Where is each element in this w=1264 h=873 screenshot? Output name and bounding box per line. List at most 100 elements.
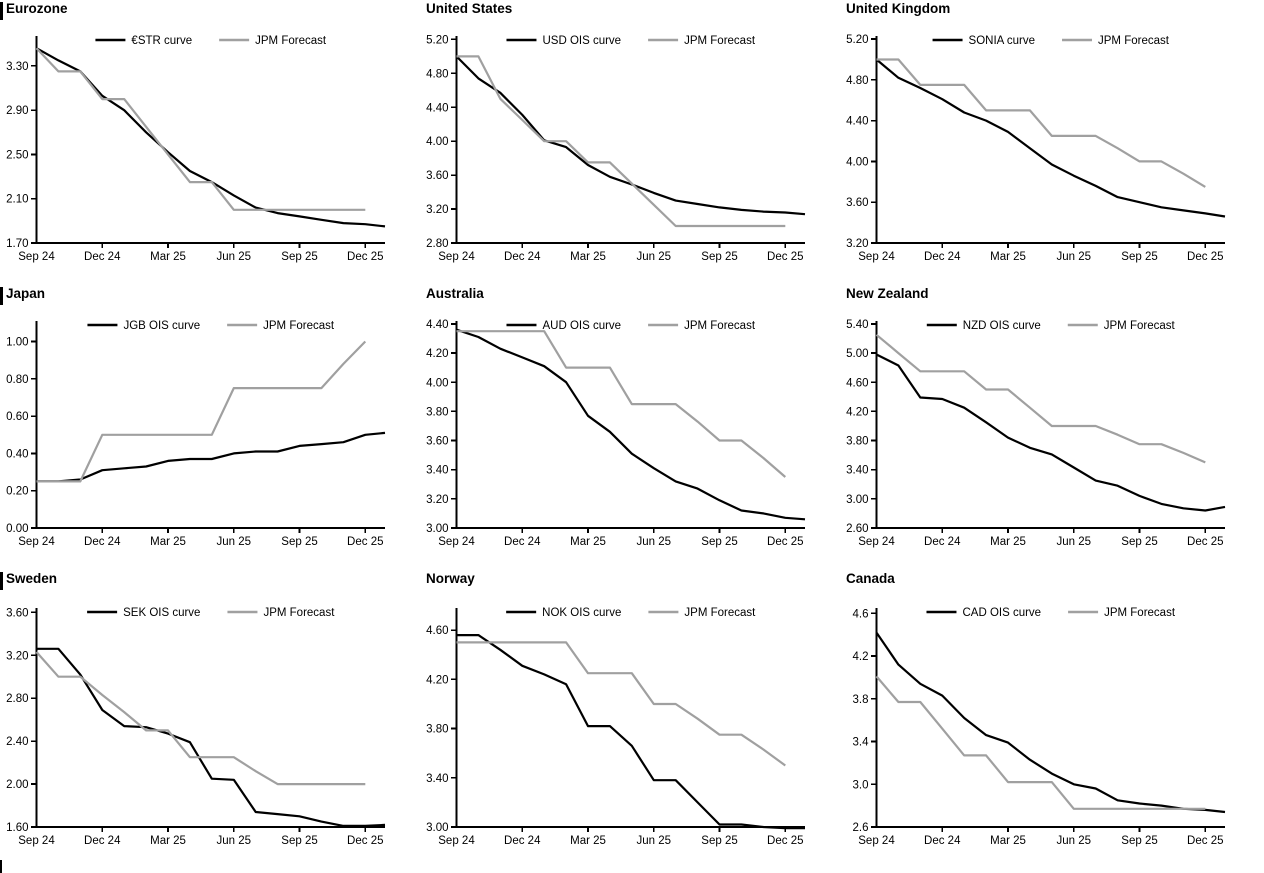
legend-label: JPM Forecast xyxy=(684,35,756,47)
chart-title-eurozone: Eurozone xyxy=(6,1,68,16)
y-tick-label: 0.80 xyxy=(6,374,28,386)
legend-item: €STR curve xyxy=(95,35,192,47)
chart-title-japan: Japan xyxy=(6,286,46,301)
x-tick-label: Mar 25 xyxy=(150,835,186,847)
page-edge-mark xyxy=(0,860,2,873)
y-tick-label: 1.70 xyxy=(6,238,28,250)
legend-item: USD OIS curve xyxy=(506,35,621,47)
x-tick-label: Dec 24 xyxy=(84,835,121,847)
x-tick-label: Sep 25 xyxy=(701,251,737,263)
y-tick-label: 0.00 xyxy=(6,523,28,535)
x-tick-label: Dec 24 xyxy=(924,835,961,847)
x-tick-label: Mar 25 xyxy=(570,251,606,263)
y-tick-label: 3.60 xyxy=(426,170,448,182)
x-tick-label: Mar 25 xyxy=(990,835,1026,847)
x-tick-label: Dec 25 xyxy=(1187,536,1223,548)
y-tick-label: 3.60 xyxy=(6,607,28,619)
y-tick-label: 4.00 xyxy=(426,377,448,389)
legend-item: JPM Forecast xyxy=(1067,320,1176,332)
chart-canvas-united-kingdom: 3.20 3.60 4.00 4.40 4.80 5.20 Sep 24 Dec 24 Mar … xyxy=(846,34,1226,263)
legend: NZD OIS curve JPM Forecast xyxy=(926,320,1176,332)
legend: CAD OIS curve JPM Forecast xyxy=(926,607,1176,619)
x-tick-label: Mar 25 xyxy=(570,835,606,847)
y-tick-label: 5.00 xyxy=(846,348,868,360)
legend-item: JPM Forecast xyxy=(227,607,335,619)
y-tick-label: 2.80 xyxy=(6,693,28,705)
series-line-nok-ois-curve xyxy=(456,633,805,830)
legend-item: NOK OIS curve xyxy=(506,607,621,619)
y-tick-label: 3.40 xyxy=(426,773,448,785)
y-tick-label: 3.8 xyxy=(853,694,869,706)
y-tick-label: 5.20 xyxy=(846,34,868,46)
y-tick-label: 3.4 xyxy=(853,737,870,749)
x-tick-label: Dec 25 xyxy=(1187,251,1223,263)
y-tick-label: 4.40 xyxy=(426,102,448,114)
x-tick-label: Sep 24 xyxy=(18,251,55,263)
legend-item: JGB OIS curve xyxy=(87,320,200,332)
y-tick-label: 2.80 xyxy=(426,238,448,250)
legend-label: JPM Forecast xyxy=(263,320,335,332)
legend-label: €STR curve xyxy=(131,35,192,47)
chart-canvas-canada: 2.6 3.0 3.4 3.8 4.2 4.6 Sep 24 Dec 24 Mar 25 Jun … xyxy=(853,607,1226,847)
y-tick-label: 4.00 xyxy=(426,136,448,148)
x-tick-label: Dec 25 xyxy=(347,536,383,548)
chart-title-new-zealand: New Zealand xyxy=(846,286,929,301)
y-tick-label: 4.40 xyxy=(426,319,448,331)
legend-item: JPM Forecast xyxy=(1062,35,1170,47)
x-tick-label: Dec 25 xyxy=(347,251,383,263)
x-tick-label: Dec 24 xyxy=(924,251,961,263)
legend: SONIA curve JPM Forecast xyxy=(932,35,1170,47)
x-tick-label: Sep 25 xyxy=(1121,835,1157,847)
y-tick-label: 0.60 xyxy=(6,411,28,423)
y-tick-label: 5.40 xyxy=(846,319,868,331)
series-line-cad-ois-curve xyxy=(875,631,1226,814)
y-tick-label: 3.20 xyxy=(426,494,448,506)
legend-label: SONIA curve xyxy=(969,35,1035,47)
legend: NOK OIS curve JPM Forecast xyxy=(506,607,756,619)
x-tick-label: Sep 25 xyxy=(281,835,317,847)
chart-panel-new-zealand: New Zealand 2.60 3.00 3.40 3.80 4.20 4.60 5.00 5… xyxy=(840,285,1264,570)
legend-label: JPM Forecast xyxy=(255,35,327,47)
y-tick-label: 3.60 xyxy=(846,197,868,209)
y-tick-label: 3.80 xyxy=(426,406,448,418)
legend: €STR curve JPM Forecast xyxy=(95,35,327,47)
legend-label: SEK OIS curve xyxy=(123,607,200,619)
series-line-aud-ois-curve xyxy=(456,328,806,521)
chart-panel-eurozone: Eurozone 1.70 2.10 2.50 2.90 3.30 Sep 24 Dec 24… xyxy=(0,0,420,285)
series-line-sek-ois-curve xyxy=(36,647,386,827)
x-tick-label: Dec 24 xyxy=(504,835,541,847)
legend-label: CAD OIS curve xyxy=(962,607,1041,619)
y-tick-label: 2.60 xyxy=(846,523,868,535)
legend: USD OIS curve JPM Forecast xyxy=(506,35,756,47)
legend-label: NOK OIS curve xyxy=(542,607,621,619)
legend-item: CAD OIS curve xyxy=(926,607,1041,619)
series-line-nzd-ois-curve xyxy=(876,353,1226,512)
x-tick-label: Dec 24 xyxy=(84,251,121,263)
y-tick-label: 4.60 xyxy=(426,625,448,637)
x-tick-label: Dec 25 xyxy=(767,536,803,548)
chart-canvas-eurozone: 1.70 2.10 2.50 2.90 3.30 Sep 24 Dec 24 Mar 25 Ju… xyxy=(6,35,386,263)
chart-canvas-norway: 3.00 3.40 3.80 4.20 4.60 Sep 24 Dec 24 Mar 25 Ju… xyxy=(426,607,805,847)
chart-title-sweden: Sweden xyxy=(6,571,58,586)
legend: JGB OIS curve JPM Forecast xyxy=(87,320,335,332)
chart-panel-united-kingdom: United Kingdom 3.20 3.60 4.00 4.40 4.80 5.20 Se… xyxy=(840,0,1264,285)
legend-item: SONIA curve xyxy=(932,35,1035,47)
x-tick-label: Dec 25 xyxy=(767,835,803,847)
legend-label: JGB OIS curve xyxy=(123,320,200,332)
x-tick-label: Sep 24 xyxy=(438,835,475,847)
x-tick-label: Sep 24 xyxy=(858,536,895,548)
y-tick-label: 4.20 xyxy=(846,406,868,418)
y-tick-label: 3.00 xyxy=(426,523,448,535)
y-tick-label: 0.40 xyxy=(6,448,28,460)
y-tick-label: 4.2 xyxy=(853,651,869,663)
section-edge-bar xyxy=(0,2,3,20)
section-edge-bar xyxy=(0,572,3,590)
x-tick-label: Sep 24 xyxy=(18,536,55,548)
y-tick-label: 2.90 xyxy=(6,105,28,117)
legend-label: USD OIS curve xyxy=(542,35,621,47)
y-tick-label: 3.40 xyxy=(426,465,448,477)
legend: SEK OIS curve JPM Forecast xyxy=(87,607,335,619)
x-tick-label: Sep 25 xyxy=(281,536,317,548)
